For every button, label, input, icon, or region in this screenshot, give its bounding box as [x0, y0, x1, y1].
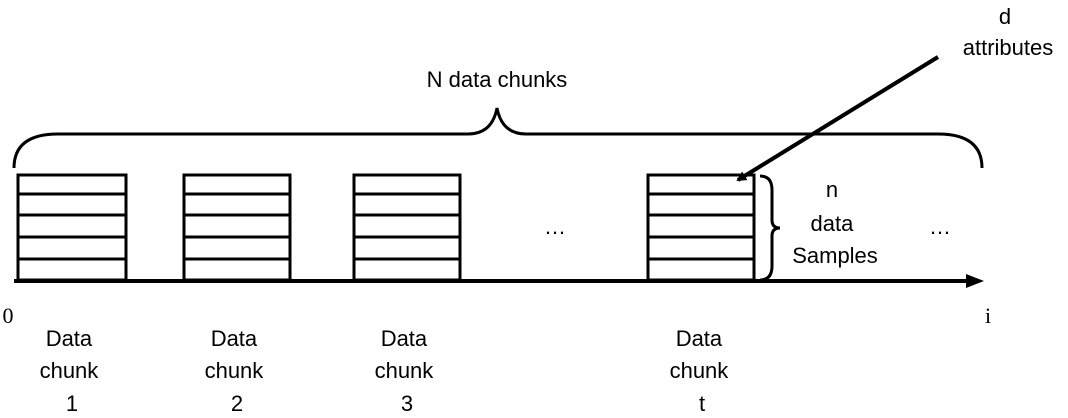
chunk-1-caption: Data chunk 1 — [40, 326, 105, 416]
axis-end-label: i — [985, 303, 991, 328]
chunk-t-caption: Data chunk t — [670, 326, 735, 416]
attributes-label: d attributes — [963, 4, 1054, 60]
samples-brace — [759, 174, 781, 282]
data-chunk-1-block — [16, 173, 128, 282]
samples-label: n data Samples — [792, 177, 878, 268]
chunk-3-caption: Data chunk 3 — [375, 326, 440, 416]
ellipsis-right: … — [929, 214, 951, 239]
chunk-2-caption: Data chunk 2 — [205, 326, 270, 416]
ellipsis-middle: … — [544, 214, 566, 239]
top-brace — [12, 107, 984, 169]
top-brace-label: N data chunks — [427, 67, 568, 92]
index-axis-arrowhead — [966, 274, 984, 288]
data-chunk-t-block — [646, 173, 756, 282]
axis-origin-label: 0 — [3, 303, 14, 328]
data-chunk-2-block — [182, 173, 292, 282]
attributes-arrow — [736, 55, 940, 182]
data-chunk-3-block — [352, 173, 462, 282]
